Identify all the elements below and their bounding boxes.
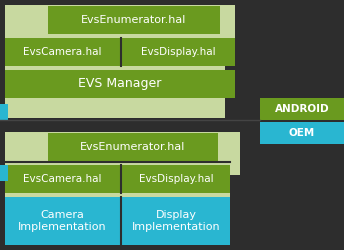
Bar <box>0 104 8 120</box>
Text: EvsDisplay.hal: EvsDisplay.hal <box>141 47 216 57</box>
Bar <box>5 70 235 98</box>
Text: EvsCamera.hal: EvsCamera.hal <box>23 47 102 57</box>
Bar <box>215 132 240 175</box>
Bar <box>5 38 120 66</box>
Bar <box>48 133 218 161</box>
Bar <box>122 197 230 245</box>
Bar <box>0 165 8 181</box>
Bar <box>5 132 230 245</box>
Text: EvsDisplay.hal: EvsDisplay.hal <box>139 174 213 184</box>
Bar <box>215 5 235 52</box>
Bar <box>5 197 120 245</box>
Text: OEM: OEM <box>289 128 315 138</box>
Bar <box>260 122 344 144</box>
Bar <box>48 6 220 34</box>
Text: Camera
Implementation: Camera Implementation <box>18 210 107 232</box>
Text: ANDROID: ANDROID <box>275 104 329 114</box>
Text: EvsEnumerator.hal: EvsEnumerator.hal <box>81 15 187 25</box>
Text: EVS Manager: EVS Manager <box>78 78 162 90</box>
Bar <box>122 165 230 193</box>
Bar <box>122 38 235 66</box>
Bar <box>5 165 120 193</box>
Text: EvsCamera.hal: EvsCamera.hal <box>23 174 102 184</box>
Text: EvsEnumerator.hal: EvsEnumerator.hal <box>80 142 186 152</box>
Text: Display
Implementation: Display Implementation <box>132 210 220 232</box>
Bar <box>5 5 225 118</box>
Bar <box>260 98 344 120</box>
